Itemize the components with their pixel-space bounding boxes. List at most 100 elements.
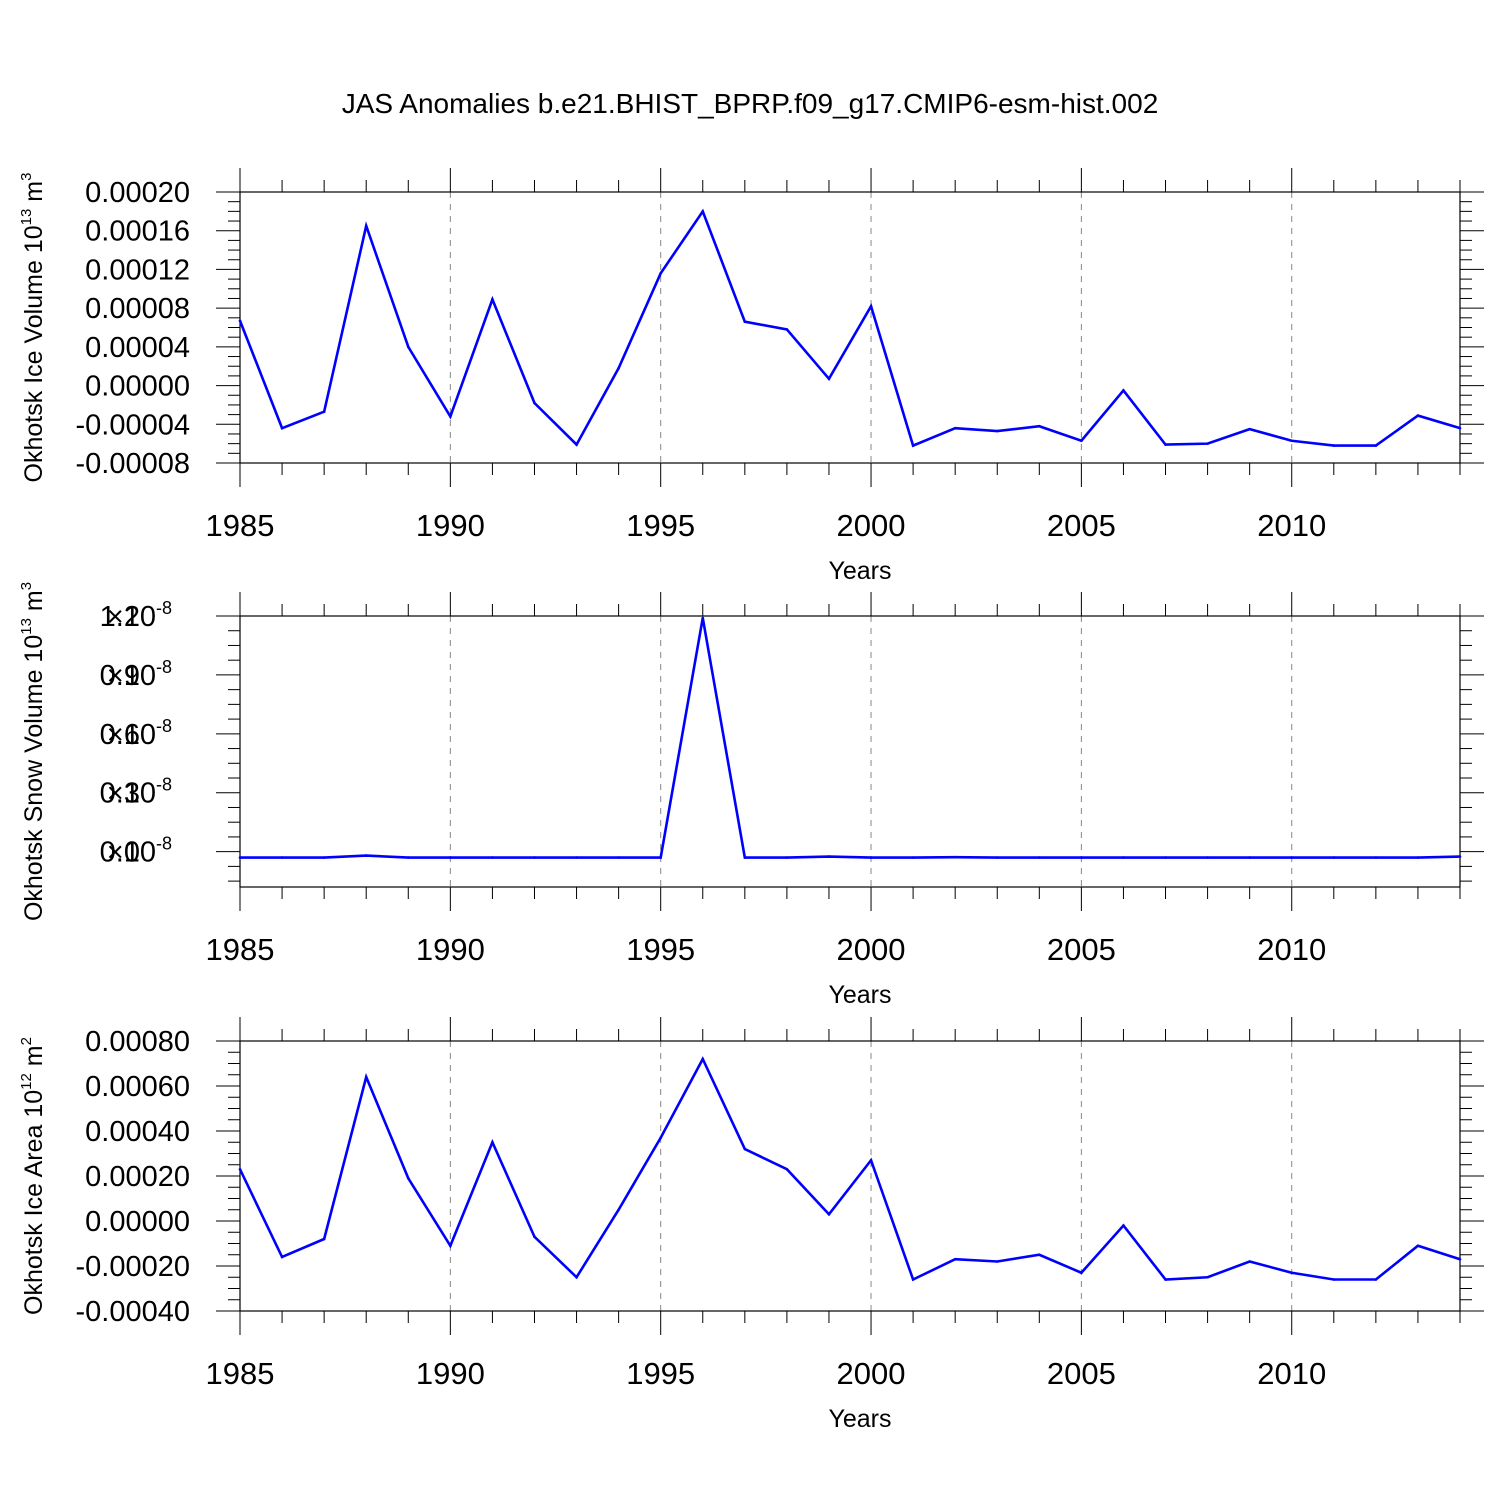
x-tick-label: 1995 bbox=[626, 1356, 695, 1391]
data-point bbox=[533, 1235, 536, 1239]
y-tick-label: 0.00080 bbox=[85, 1026, 190, 1058]
data-point bbox=[953, 426, 957, 430]
data-point bbox=[911, 1278, 915, 1281]
x-tick-label: 1985 bbox=[206, 1356, 275, 1391]
y-tick-scale-exponent: -8 bbox=[156, 834, 172, 854]
data-point bbox=[827, 855, 831, 858]
y-tick-scale: ×10-8 bbox=[107, 834, 172, 869]
y-tick-value: 0.00080 bbox=[85, 1026, 190, 1058]
data-point bbox=[1038, 1253, 1041, 1257]
data-point bbox=[322, 1237, 326, 1241]
y-tick-scale: ×10-8 bbox=[107, 775, 172, 810]
data-point bbox=[575, 856, 578, 859]
y-axis-label-exponent: 13 bbox=[18, 209, 35, 226]
data-point bbox=[911, 444, 915, 447]
data-point bbox=[322, 410, 326, 414]
y-tick-label: 0.00040 bbox=[85, 1116, 190, 1148]
plot-frame bbox=[239, 1040, 1461, 1312]
data-point bbox=[701, 1057, 705, 1061]
x-tick-label: 1995 bbox=[626, 508, 695, 543]
y-tick-label: 0.00000 bbox=[85, 1206, 190, 1238]
data-point bbox=[1332, 444, 1336, 447]
x-axis-label: Years bbox=[828, 557, 891, 585]
chart-title: JAS Anomalies b.e21.BHIST_BPRP.f09_g17.C… bbox=[341, 88, 1159, 119]
data-point bbox=[1164, 443, 1167, 446]
plot-frame bbox=[239, 615, 1461, 888]
data-point bbox=[1206, 856, 1209, 859]
data-point bbox=[280, 426, 284, 430]
data-point bbox=[533, 401, 536, 405]
y-tick-scale: ×10-8 bbox=[107, 716, 172, 751]
x-tick-label: 1985 bbox=[206, 932, 275, 967]
data-point bbox=[533, 856, 536, 859]
x-tick-label: 1995 bbox=[626, 932, 695, 967]
data-point bbox=[238, 856, 242, 859]
data-point bbox=[869, 856, 873, 859]
y-tick-label: 0.00000 bbox=[85, 371, 190, 403]
x-tick-label: 2010 bbox=[1257, 1356, 1326, 1391]
data-point bbox=[406, 345, 410, 349]
y-tick-label: -0.00008 bbox=[76, 448, 191, 480]
data-point bbox=[575, 1275, 578, 1279]
y-tick-value: -0.00008 bbox=[76, 448, 191, 480]
data-point bbox=[364, 1075, 368, 1079]
data-point bbox=[995, 1260, 999, 1263]
series-line bbox=[240, 617, 1461, 859]
data-point bbox=[701, 210, 705, 213]
y-tick-value: 0.9 bbox=[100, 660, 140, 692]
y-tick-label: 0.00012 bbox=[85, 254, 190, 286]
y-axis-label: Okhotsk Ice Area 1012 m2 bbox=[18, 1037, 48, 1315]
data-point bbox=[1290, 439, 1294, 443]
data-point bbox=[1206, 1275, 1209, 1279]
y-tick-value: 0.00020 bbox=[85, 1161, 190, 1193]
y-tick-scale-exponent: -8 bbox=[156, 775, 172, 795]
data-point bbox=[280, 856, 284, 859]
panel-2: 1.2×10-80.9×10-80.6×10-80.3×10-80.0×10-8… bbox=[18, 582, 1484, 1009]
y-tick-scale-base: ×10 bbox=[107, 837, 156, 869]
y-tick-value: 0.00020 bbox=[85, 177, 190, 209]
data-point bbox=[491, 298, 494, 301]
y-tick-scale: ×10-8 bbox=[107, 598, 172, 633]
data-point bbox=[743, 320, 747, 323]
y-tick-scale-exponent: -8 bbox=[156, 598, 172, 618]
y-tick-label: 0.9 bbox=[100, 660, 140, 692]
data-point bbox=[449, 1244, 452, 1248]
y-tick-value: 0.00000 bbox=[85, 371, 190, 403]
y-axis-label-text: Okhotsk Snow Volume 10 bbox=[20, 635, 48, 921]
data-point bbox=[869, 304, 873, 308]
y-tick-scale-exponent: -8 bbox=[156, 716, 172, 736]
data-point bbox=[659, 1136, 662, 1140]
y-tick-label: 0.00020 bbox=[85, 1161, 190, 1193]
y-tick-value: 0.00008 bbox=[85, 293, 190, 325]
y-tick-label: 0.3 bbox=[100, 778, 140, 810]
data-point bbox=[1038, 424, 1041, 428]
y-tick-value: 0.00060 bbox=[85, 1071, 190, 1103]
data-point bbox=[1164, 1278, 1167, 1281]
data-point bbox=[1122, 389, 1125, 392]
y-tick-scale-base: ×10 bbox=[107, 778, 156, 810]
data-point bbox=[701, 616, 705, 620]
data-point bbox=[1332, 1278, 1336, 1281]
data-point bbox=[995, 429, 999, 433]
y-tick-label: -0.00020 bbox=[76, 1251, 191, 1283]
data-point bbox=[1374, 444, 1378, 447]
data-point bbox=[1164, 856, 1167, 859]
series-line bbox=[238, 1056, 1461, 1282]
data-point bbox=[785, 328, 789, 331]
x-tick-label: 2000 bbox=[837, 508, 906, 543]
y-tick-value: 0.00016 bbox=[85, 216, 190, 248]
data-point bbox=[659, 272, 662, 275]
data-point bbox=[1122, 856, 1125, 859]
x-tick-label: 2005 bbox=[1047, 932, 1116, 967]
y-tick-value: 0.00012 bbox=[85, 254, 190, 286]
data-point bbox=[1080, 856, 1083, 859]
data-point bbox=[911, 856, 915, 859]
x-tick-label: 2010 bbox=[1257, 508, 1326, 543]
data-point bbox=[491, 1140, 494, 1144]
y-tick-value: 0.0 bbox=[100, 837, 140, 869]
data-point bbox=[364, 854, 368, 857]
y-axis-label: Okhotsk Ice Volume 1013 m3 bbox=[18, 173, 48, 483]
panel-3: 0.00080 0.00060 0.00040 0.00020 0.00000 -0.00… bbox=[18, 1017, 1484, 1433]
y-tick-label: 0.6 bbox=[100, 719, 140, 751]
